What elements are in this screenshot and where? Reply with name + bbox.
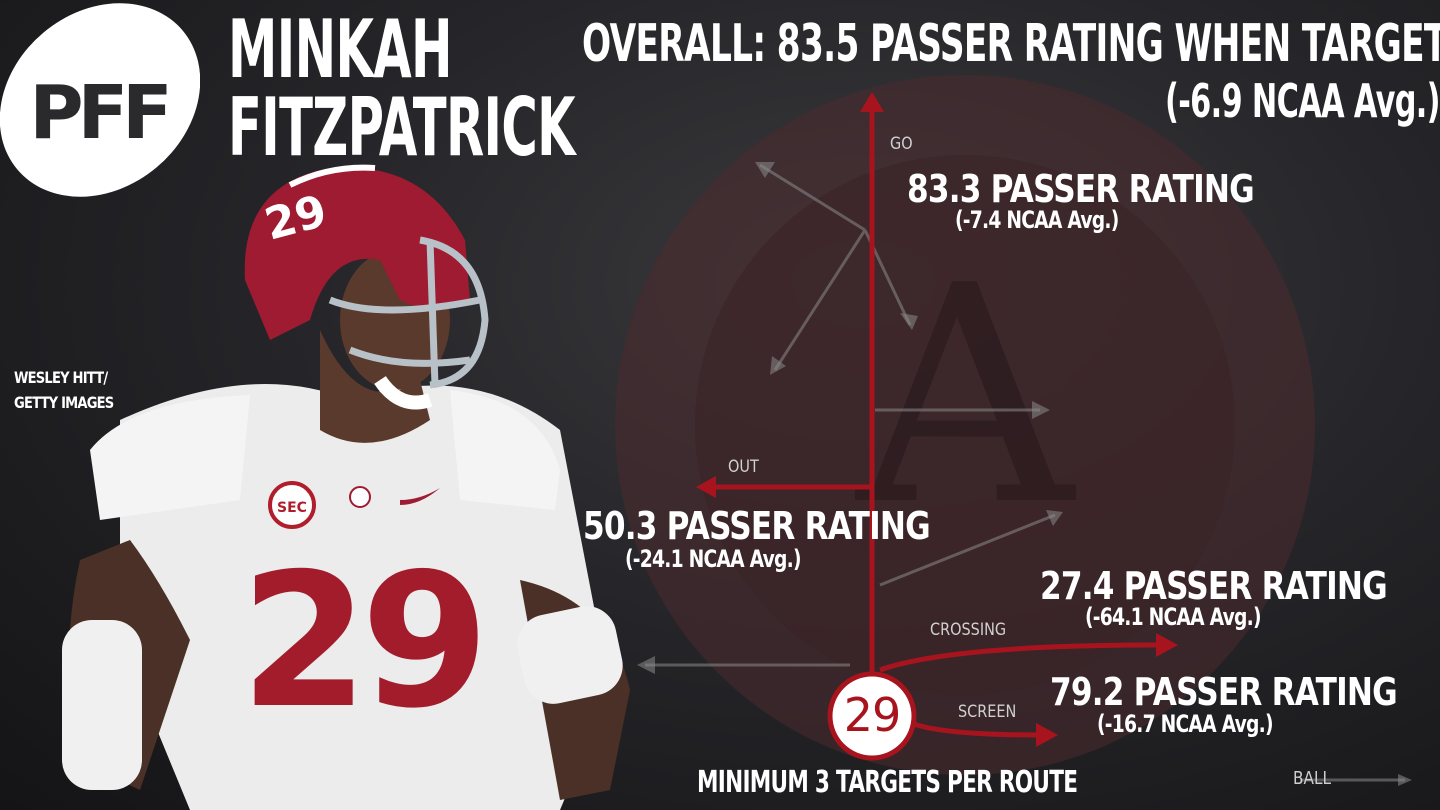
go-route-label: GO xyxy=(890,134,913,154)
player-marker xyxy=(827,671,917,761)
crossing-route-label: CROSSING xyxy=(930,620,1007,640)
crossing-rating: 27.4 PASSER RATING xyxy=(1040,564,1388,608)
crossing-ncaa-delta: (-64.1 NCAA Avg.) xyxy=(1085,603,1262,631)
player-marker-number: 29 xyxy=(843,688,902,742)
player-first-name: MINKAH xyxy=(228,3,453,96)
player-photo: 29 29 SEC xyxy=(62,164,630,810)
screen-arrowhead xyxy=(1036,723,1058,747)
svg-text:SEC: SEC xyxy=(277,500,307,516)
overall-headline: OVERALL: 83.5 PASSER RATING WHEN TARGETE… xyxy=(582,18,1440,70)
photo-credit-line1: WESLEY HITT/ xyxy=(14,368,108,387)
out-route-label: OUT xyxy=(728,457,759,477)
screen-ncaa-delta: (-16.7 NCAA Avg.) xyxy=(1097,710,1274,738)
screen-rating: 79.2 PASSER RATING xyxy=(1050,670,1398,714)
screen-route-label: SCREEN xyxy=(958,702,1017,722)
footnote: MINIMUM 3 TARGETS PER ROUTE xyxy=(697,765,1078,800)
screen-route-line xyxy=(903,717,1041,738)
player-last-name: FITZPATRICK xyxy=(228,81,576,174)
go-rating: 83.3 PASSER RATING xyxy=(907,167,1255,211)
overall-value: 83.5 PASSER RATING WHEN TARGETED xyxy=(776,14,1440,74)
overall-ncaa-delta: (-6.9 NCAA Avg.) xyxy=(1165,74,1440,128)
svg-text:PFF: PFF xyxy=(29,70,167,156)
photo-credit-line2: GETTY IMAGES xyxy=(14,393,114,412)
pff-logo: PFF xyxy=(0,3,200,197)
go-ncaa-delta: (-7.4 NCAA Avg.) xyxy=(955,206,1119,234)
out-ncaa-delta: (-24.1 NCAA Avg.) xyxy=(625,545,802,573)
crossing-route-line xyxy=(879,642,1161,673)
ball-direction-label: BALL xyxy=(1293,768,1332,789)
crossing-arrowhead xyxy=(1156,633,1178,657)
overall-label: OVERALL: xyxy=(582,14,766,74)
out-rating: 50.3 PASSER RATING xyxy=(583,504,931,548)
go-arrowhead xyxy=(860,92,884,112)
generic-route-arrows xyxy=(645,163,1405,782)
svg-text:29: 29 xyxy=(240,533,481,749)
out-arrowhead xyxy=(696,476,716,498)
